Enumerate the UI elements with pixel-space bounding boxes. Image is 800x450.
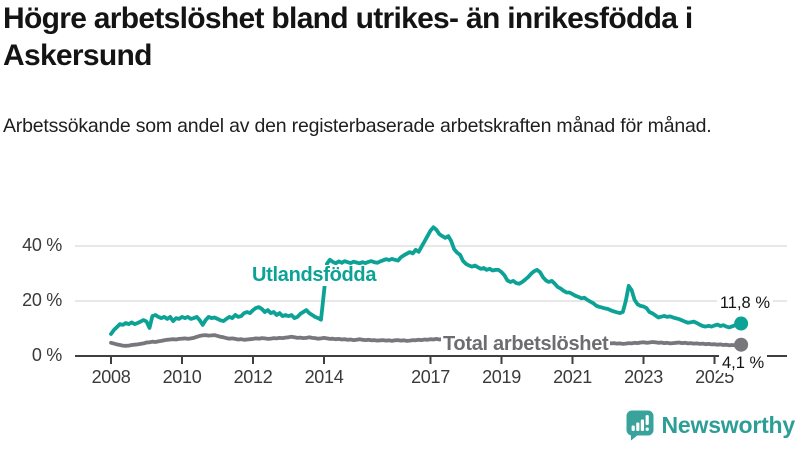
series-label-utlandsfodda: Utlandsfödda: [250, 264, 379, 286]
title-line-1: Högre arbetslöshet bland utrikes- än inr…: [3, 2, 693, 35]
x-tick-label: 2021: [553, 367, 592, 387]
x-tick-label: 2014: [304, 367, 344, 387]
newsworthy-bubble-chart-icon: [626, 410, 654, 441]
newsworthy-logo[interactable]: Newsworthy: [626, 410, 795, 441]
page-title: Högre arbetslöshet bland utrikes- än inr…: [3, 0, 797, 74]
end-dot-total: [734, 337, 749, 352]
x-tick-label: 2008: [91, 367, 131, 387]
title-line-2: Askersund: [3, 39, 152, 72]
x-tick-label: 2012: [233, 367, 273, 387]
series-label-total-arbetsloshet: Total arbetslöshet: [441, 333, 611, 355]
newsworthy-wordmark: Newsworthy: [661, 412, 796, 438]
x-tick-label: 2019: [482, 367, 521, 387]
end-value-utlandsfodda: 11,8 %: [716, 294, 773, 313]
y-tick-label: 20 %: [22, 290, 62, 310]
line-utlandsfodda: [109, 225, 743, 336]
end-value-total: 4,1 %: [719, 354, 768, 373]
line-total-arbetsloshet: [109, 333, 743, 348]
y-tick-label: 0 %: [31, 345, 62, 365]
x-tick-label: 2023: [624, 367, 663, 387]
x-tick-label: 2017: [411, 367, 450, 387]
x-tick-label: 2010: [162, 367, 202, 387]
y-tick-label: 40 %: [22, 235, 62, 255]
end-dot-utlandsfodda: [734, 316, 749, 331]
chart-subtitle: Arbetssökande som andel av den registerb…: [3, 115, 712, 137]
